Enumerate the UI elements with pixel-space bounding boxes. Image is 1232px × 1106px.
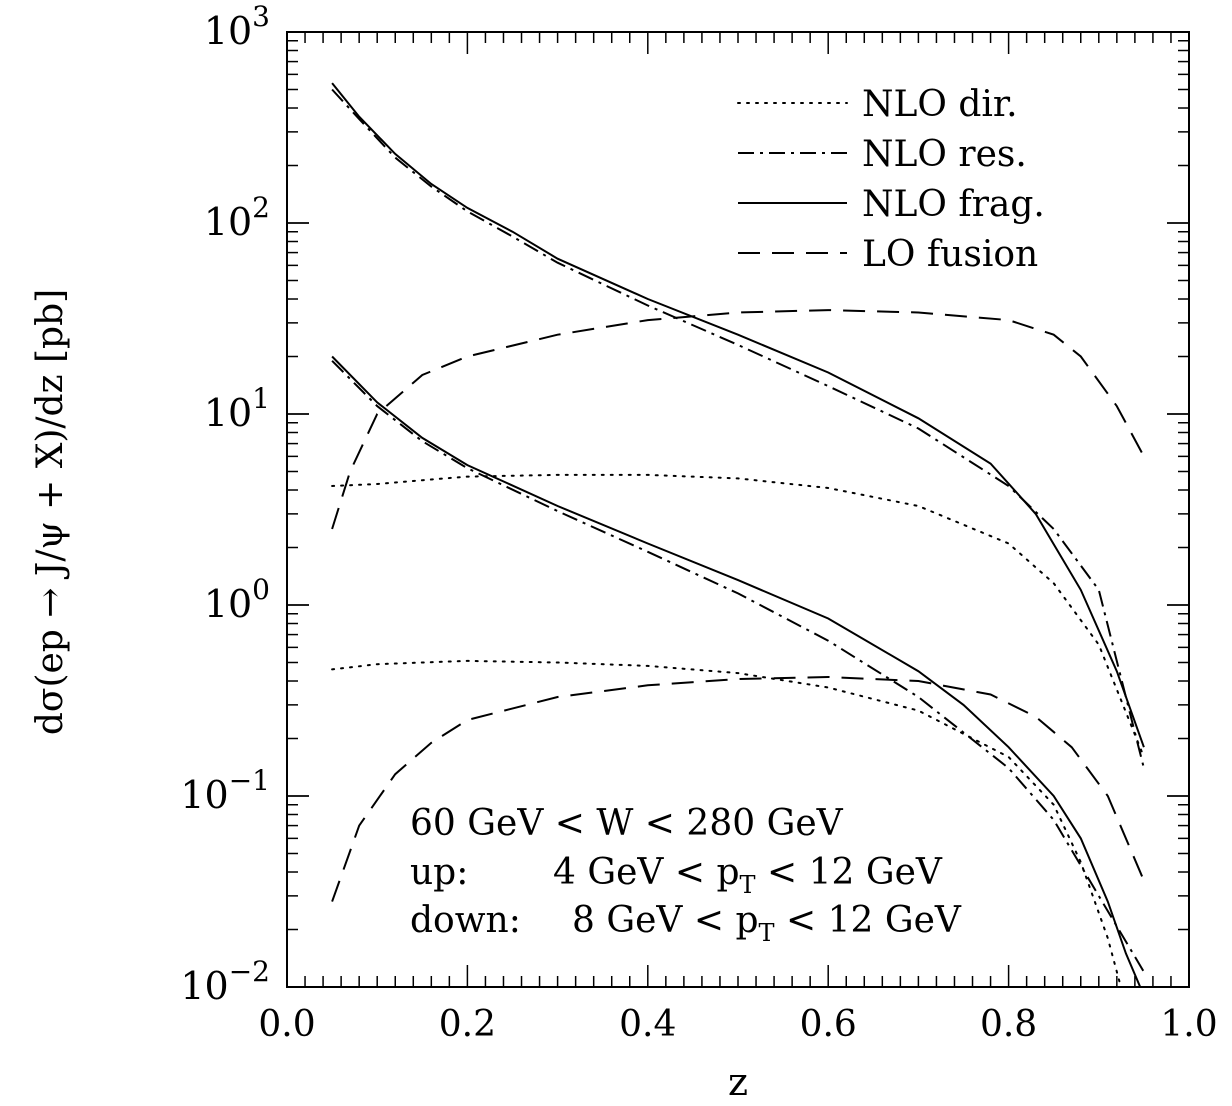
legend-label: NLO frag. [862,184,1045,225]
y-tick-label: 102 [204,191,270,244]
x-tick-label: 0.0 [258,1004,315,1045]
series-down-dotted [331,659,1122,987]
annotation-line-3: down: 8 GeV < pT < 12 GeV [410,900,962,947]
series-up-solid [331,82,1145,748]
tick-layer: 0.0 0.2 0.4 0.6 0.8 1.0 10−2 10−1 100 101 102 103 [180,0,1217,1045]
y-axis-label: dσ(ep → J/ψ + X)/dz [pb] [30,289,71,735]
curve-layer [331,82,1145,987]
legend-label: LO fusion [862,234,1038,275]
series-down-dashdot [331,360,1145,973]
legend-label: NLO dir. [862,84,1018,125]
y-tick-label: 101 [204,382,270,435]
series-up-dashed [331,309,1145,530]
y-tick-label: 10−1 [180,764,270,817]
legend-label: NLO res. [862,134,1027,175]
x-tick-label: 0.8 [980,1004,1037,1045]
x-axis-label: z [728,1060,748,1104]
series-up-dotted [331,473,1145,758]
annotation-line-2: up: 4 GeV < pT < 12 GeV [410,852,943,899]
x-tick-label: 0.2 [439,1004,496,1045]
annotation-line-1: 60 GeV < W < 280 GeV [410,803,844,844]
y-tick-label: 100 [204,573,270,626]
y-tick-label: 103 [204,0,270,53]
x-tick-label: 0.4 [619,1004,676,1045]
y-tick-label: 10−2 [180,955,270,1008]
legend: NLO dir. NLO res. NLO frag. LO fusion [737,84,1045,275]
series-down-solid [331,355,1142,987]
series-up-dashdot [331,88,1145,769]
x-tick-label: 1.0 [1160,1004,1217,1045]
x-tick-label: 0.6 [800,1004,857,1045]
annotation: 60 GeV < W < 280 GeV up: 4 GeV < pT < 12 … [410,803,962,947]
